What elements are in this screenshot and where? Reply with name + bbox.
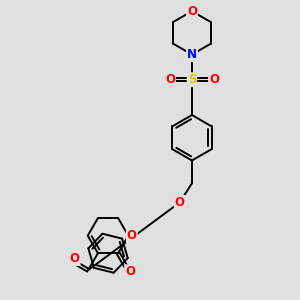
Text: O: O: [187, 5, 197, 18]
Text: O: O: [175, 196, 185, 209]
Text: O: O: [70, 252, 80, 265]
Text: S: S: [188, 73, 196, 86]
Text: O: O: [127, 229, 137, 242]
Text: O: O: [209, 73, 219, 86]
Text: O: O: [165, 73, 175, 86]
Text: N: N: [187, 48, 197, 61]
Text: O: O: [125, 265, 135, 278]
